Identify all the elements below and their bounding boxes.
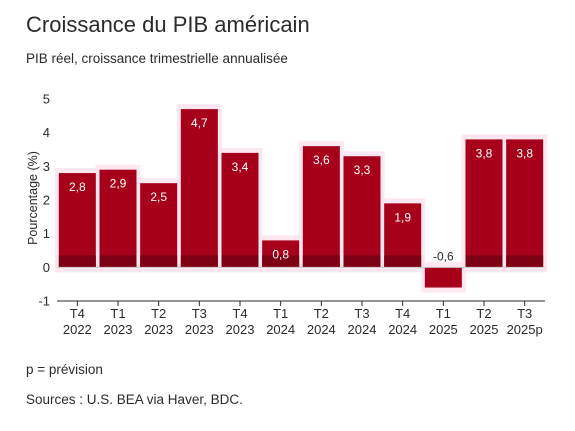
y-tick-label: -1: [38, 294, 50, 309]
x-tick-quarter: T2: [476, 306, 491, 321]
bar-base: [99, 255, 137, 268]
x-tick-year: 2023: [104, 322, 133, 337]
x-tick-quarter: T2: [314, 306, 329, 321]
x-tick-quarter: T3: [192, 306, 207, 321]
x-tick-year: 2023: [185, 322, 214, 337]
data-label: 3,4: [232, 160, 249, 174]
chart-subtitle: PIB réel, croissance trimestrielle annua…: [26, 51, 288, 66]
x-tick-quarter: T1: [436, 306, 451, 321]
y-tick-label: 4: [43, 125, 50, 140]
data-label: 3,3: [354, 163, 371, 177]
bar-T3-2025p: [506, 139, 544, 268]
bar-base: [221, 255, 259, 268]
data-label: 2,9: [110, 177, 127, 191]
data-label: 3,8: [476, 146, 493, 160]
data-label: -0,6: [433, 249, 454, 263]
bar-base: [262, 255, 300, 268]
bar-base: [140, 255, 178, 268]
bar-base: [506, 255, 544, 268]
x-tick-year: 2025: [429, 322, 458, 337]
y-tick-label: 2: [43, 193, 50, 208]
x-tick-year: 2025p: [507, 322, 543, 337]
bar-T4-2022: [58, 173, 96, 268]
x-tick-quarter: T4: [70, 306, 85, 321]
x-tick-year: 2023: [226, 322, 255, 337]
bar-base: [384, 255, 422, 268]
y-tick-label: 0: [43, 260, 50, 275]
x-tick-year: 2024: [388, 322, 417, 337]
data-label: 2,8: [69, 180, 86, 194]
bar-T3-2024: [343, 156, 381, 268]
x-tick-year: 2024: [266, 322, 295, 337]
bar-T4-2023: [221, 152, 259, 268]
bar-base: [180, 255, 218, 268]
x-tick-quarter: T1: [273, 306, 288, 321]
x-tick-quarter: T4: [395, 306, 410, 321]
bar-base: [465, 255, 503, 268]
bar-base: [302, 255, 340, 268]
x-tick-year: 2023: [144, 322, 173, 337]
bar-T2-2025: [465, 139, 503, 268]
x-tick-quarter: T3: [517, 306, 532, 321]
x-tick-quarter: T2: [151, 306, 166, 321]
y-tick-label: 3: [43, 159, 50, 174]
source-note: Sources : U.S. BEA via Haver, BDC.: [26, 392, 243, 407]
bar-T2-2023: [140, 183, 178, 268]
x-tick-year: 2022: [63, 322, 92, 337]
chart-title: Croissance du PIB américain: [26, 12, 310, 37]
bar-T1-2025: [424, 267, 462, 288]
x-tick-quarter: T4: [232, 306, 247, 321]
bar-T2-2024: [302, 146, 340, 268]
data-label: 3,6: [313, 153, 330, 167]
bar-T1-2023: [99, 169, 137, 268]
data-label: 3,8: [516, 146, 533, 160]
data-label: 1,9: [394, 210, 411, 224]
data-label: 4,7: [191, 116, 208, 130]
y-tick-label: 5: [43, 92, 50, 107]
data-label: 2,5: [150, 190, 167, 204]
bar-base: [343, 255, 381, 268]
bar-base: [58, 255, 96, 268]
data-label: 0,8: [272, 247, 289, 261]
x-tick-year: 2024: [348, 322, 377, 337]
y-tick-label: 1: [43, 226, 50, 241]
x-tick-year: 2025: [470, 322, 499, 337]
bar-T3-2023: [180, 109, 218, 268]
x-tick-year: 2024: [307, 322, 336, 337]
y-axis-label: Pourcentage (%): [26, 151, 40, 245]
forecast-note: p = prévision: [26, 362, 103, 377]
x-tick-quarter: T3: [354, 306, 369, 321]
x-tick-quarter: T1: [110, 306, 125, 321]
